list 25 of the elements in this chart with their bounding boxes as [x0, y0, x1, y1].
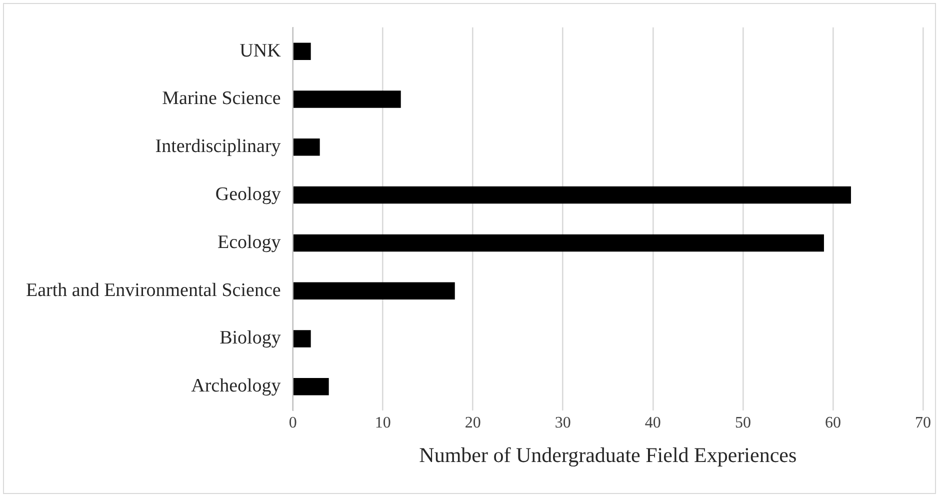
bar [293, 234, 824, 252]
x-tick-label: 50 [734, 414, 751, 432]
y-tick-label: Geology [215, 184, 282, 206]
y-tick-label: Archeology [191, 376, 282, 397]
x-tick-label: 10 [374, 414, 391, 432]
x-tick-label: 20 [464, 414, 481, 432]
x-tick-label: 30 [554, 414, 571, 432]
x-tick-label: 40 [644, 414, 661, 432]
x-tick-label: 0 [288, 414, 297, 432]
y-tick-label: Marine Science [162, 88, 281, 110]
y-tick-label: Biology [220, 328, 282, 349]
y-tick-label: Ecology [217, 232, 282, 253]
bar [293, 186, 851, 204]
x-tick-label: 70 [915, 414, 931, 432]
y-tick-label: Interdisciplinary [155, 136, 282, 158]
bar [293, 90, 401, 108]
bar [293, 330, 311, 348]
bar [293, 138, 320, 156]
y-tick-label: Earth and Environmental Science [26, 280, 281, 301]
x-tick-label: 60 [824, 414, 841, 432]
y-tick-label: UNK [240, 40, 282, 62]
bar [293, 378, 329, 396]
x-axis-title: Number of Undergraduate Field Experiences [419, 442, 797, 467]
bar [293, 42, 311, 60]
bar [293, 282, 455, 300]
